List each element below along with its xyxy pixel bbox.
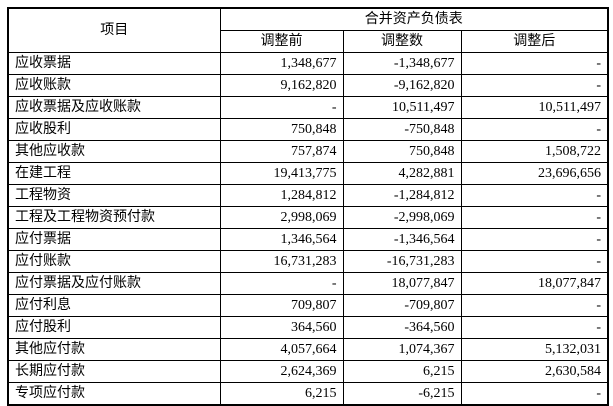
- table-row: 应付票据 1,346,564 -1,346,564-: [7, 228, 609, 251]
- table-row: 应付股利 364,560 -364,560-: [7, 316, 609, 339]
- table-group-header: 合并资产负债表: [219, 7, 609, 31]
- cell-after: 5,132,031: [460, 338, 609, 361]
- cell-after: 18,077,847: [460, 272, 609, 295]
- table-row: 应收票据 1,348,677 -1,348,677-: [7, 52, 609, 75]
- column-adjustment-header: 调整数: [342, 30, 462, 53]
- cell-after: 10,511,497: [460, 96, 609, 119]
- table-header: 项目 合并资产负债表 调整前 调整数 调整后: [7, 7, 609, 53]
- cell-adjustment: -2,998,069: [342, 206, 462, 229]
- row-label: 应收票据: [7, 52, 221, 75]
- table-row: 专项应付款 6,215 -6,215-: [7, 382, 609, 406]
- cell-before: 757,874: [219, 140, 344, 163]
- cell-before: 709,807: [219, 294, 344, 317]
- cell-before: 750,848: [219, 118, 344, 141]
- cell-adjustment: 18,077,847: [342, 272, 462, 295]
- row-label: 应付票据及应付账款: [7, 272, 221, 295]
- row-label: 专项应付款: [7, 382, 221, 406]
- table-row: 其他应收款 757,874 750,848 1,508,722: [7, 140, 609, 163]
- cell-before: 16,731,283: [219, 250, 344, 273]
- row-label: 应付票据: [7, 228, 221, 251]
- cell-adjustment: -709,807: [342, 294, 462, 317]
- column-before-header: 调整前: [219, 30, 344, 53]
- table-row: 在建工程 19,413,775 4,282,881 23,696,656: [7, 162, 609, 185]
- row-label: 应收票据及应收账款: [7, 96, 221, 119]
- row-label: 在建工程: [7, 162, 221, 185]
- table-row: 应付账款 16,731,283 -16,731,283-: [7, 250, 609, 273]
- row-label: 应付股利: [7, 316, 221, 339]
- cell-after: -: [460, 206, 609, 229]
- cell-before: 2,624,369: [219, 360, 344, 383]
- table-row: 长期应付款 2,624,369 6,215 2,630,584: [7, 360, 609, 383]
- cell-before: 1,346,564: [219, 228, 344, 251]
- cell-before: 6,215: [219, 382, 344, 406]
- row-label: 工程及工程物资预付款: [7, 206, 221, 229]
- table-row: 应收股利 750,848 -750,848-: [7, 118, 609, 141]
- cell-before: 19,413,775: [219, 162, 344, 185]
- cell-after: 1,508,722: [460, 140, 609, 163]
- cell-after: -: [460, 184, 609, 207]
- cell-adjustment: -364,560: [342, 316, 462, 339]
- cell-before: 1,284,812: [219, 184, 344, 207]
- cell-after: -: [460, 74, 609, 97]
- cell-after: -: [460, 294, 609, 317]
- table-row: 应付票据及应付账款 -18,077,847 18,077,847: [7, 272, 609, 295]
- cell-before: 4,057,664: [219, 338, 344, 361]
- cell-after: -: [460, 250, 609, 273]
- cell-after: 23,696,656: [460, 162, 609, 185]
- cell-after: -: [460, 228, 609, 251]
- cell-adjustment: -1,346,564: [342, 228, 462, 251]
- cell-adjustment: -9,162,820: [342, 74, 462, 97]
- balance-sheet-adjustment-table: 项目 合并资产负债表 调整前 调整数 调整后 应收票据 1,348,677 -1,3…: [7, 7, 610, 406]
- row-label: 其他应收款: [7, 140, 221, 163]
- cell-after: -: [460, 316, 609, 339]
- cell-adjustment: -6,215: [342, 382, 462, 406]
- header-row-group: 项目 合并资产负债表: [7, 7, 609, 53]
- row-label: 应付利息: [7, 294, 221, 317]
- table-body: 应收票据 1,348,677 -1,348,677- 应收账款 9,162,820 -9,…: [7, 52, 609, 406]
- cell-adjustment: -1,284,812: [342, 184, 462, 207]
- table-row: 工程物资 1,284,812 -1,284,812-: [7, 184, 609, 207]
- column-after-header: 调整后: [460, 30, 609, 53]
- cell-adjustment: -750,848: [342, 118, 462, 141]
- cell-before: 9,162,820: [219, 74, 344, 97]
- table-row: 工程及工程物资预付款 2,998,069 -2,998,069-: [7, 206, 609, 229]
- cell-before: -: [219, 272, 344, 295]
- cell-before: 364,560: [219, 316, 344, 339]
- cell-after: 2,630,584: [460, 360, 609, 383]
- row-label: 应收股利: [7, 118, 221, 141]
- cell-adjustment: 1,074,367: [342, 338, 462, 361]
- column-item-header: 项目: [7, 7, 221, 53]
- cell-before: 2,998,069: [219, 206, 344, 229]
- row-label: 应收账款: [7, 74, 221, 97]
- table-row: 其他应付款 4,057,664 1,074,367 5,132,031: [7, 338, 609, 361]
- cell-adjustment: 750,848: [342, 140, 462, 163]
- cell-after: -: [460, 52, 609, 75]
- cell-adjustment: -1,348,677: [342, 52, 462, 75]
- cell-adjustment: -16,731,283: [342, 250, 462, 273]
- cell-before: 1,348,677: [219, 52, 344, 75]
- cell-after: -: [460, 382, 609, 406]
- cell-adjustment: 4,282,881: [342, 162, 462, 185]
- row-label: 应付账款: [7, 250, 221, 273]
- table-row: 应收账款 9,162,820 -9,162,820-: [7, 74, 609, 97]
- table-row: 应付利息 709,807 -709,807-: [7, 294, 609, 317]
- row-label: 工程物资: [7, 184, 221, 207]
- row-label: 长期应付款: [7, 360, 221, 383]
- cell-before: -: [219, 96, 344, 119]
- cell-after: -: [460, 118, 609, 141]
- table-row: 应收票据及应收账款 -10,511,497 10,511,497: [7, 96, 609, 119]
- cell-adjustment: 10,511,497: [342, 96, 462, 119]
- cell-adjustment: 6,215: [342, 360, 462, 383]
- row-label: 其他应付款: [7, 338, 221, 361]
